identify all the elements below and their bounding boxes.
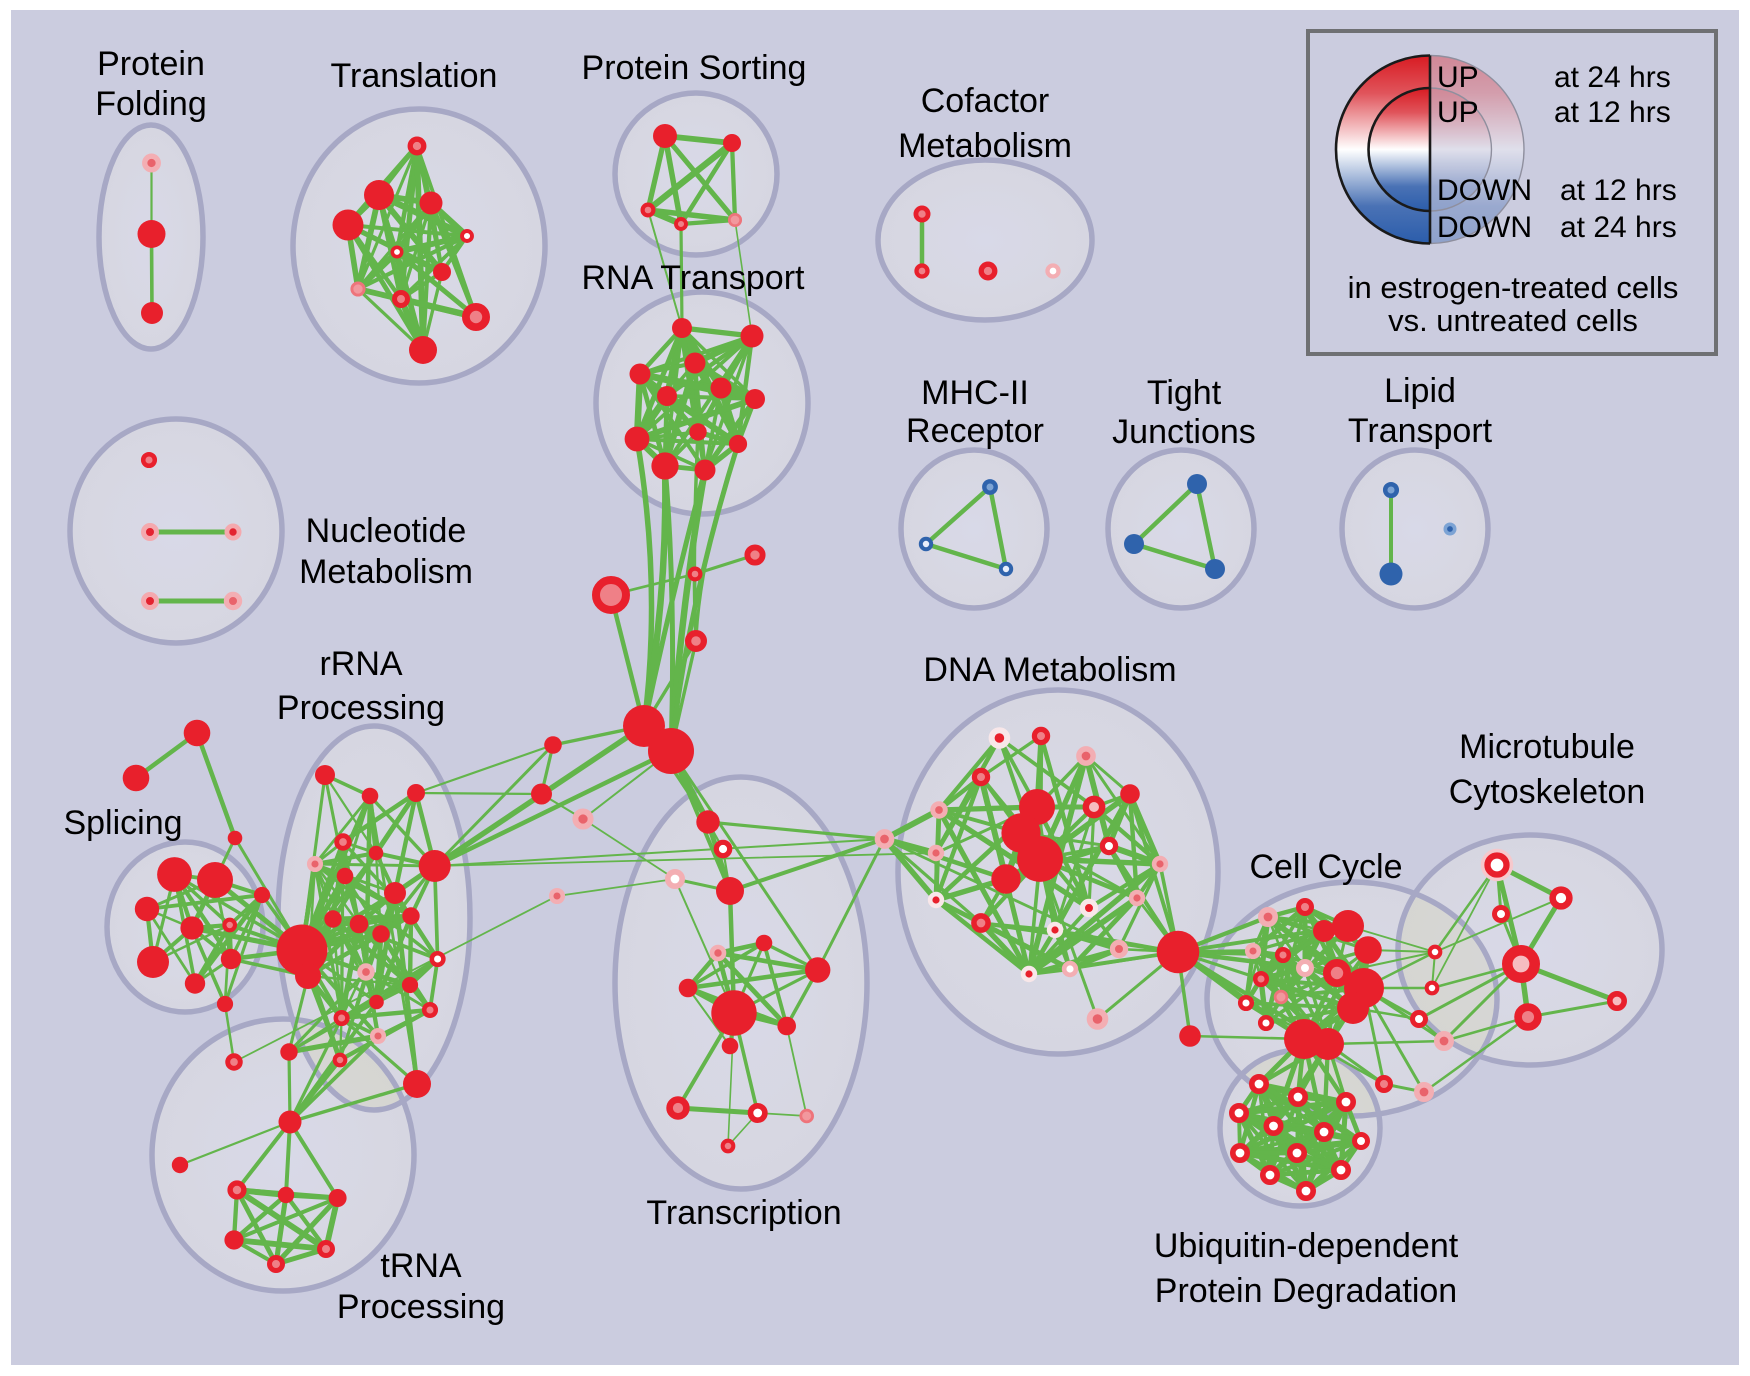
- svg-text:Tight: Tight: [1147, 374, 1222, 412]
- svg-text:Nucleotide: Nucleotide: [306, 512, 467, 550]
- svg-text:Splicing: Splicing: [63, 804, 182, 842]
- svg-text:Cell Cycle: Cell Cycle: [1249, 848, 1402, 886]
- svg-text:Receptor: Receptor: [906, 412, 1044, 450]
- svg-text:Cofactor: Cofactor: [921, 82, 1050, 120]
- svg-text:Junctions: Junctions: [1112, 413, 1256, 451]
- svg-text:tRNA: tRNA: [380, 1247, 462, 1285]
- svg-text:Protein: Protein: [97, 45, 205, 83]
- svg-text:Protein Sorting: Protein Sorting: [582, 49, 807, 87]
- svg-text:Metabolism: Metabolism: [898, 127, 1072, 165]
- svg-text:DOWN: DOWN: [1437, 174, 1532, 207]
- svg-text:Ubiquitin-dependent: Ubiquitin-dependent: [1154, 1227, 1459, 1265]
- svg-text:at 12 hrs: at 12 hrs: [1560, 174, 1677, 207]
- svg-text:Lipid: Lipid: [1384, 372, 1456, 410]
- svg-text:MHC-II: MHC-II: [921, 374, 1029, 412]
- svg-text:rRNA: rRNA: [319, 645, 402, 683]
- svg-text:DNA Metabolism: DNA Metabolism: [923, 651, 1176, 689]
- svg-text:DOWN: DOWN: [1437, 211, 1532, 244]
- svg-text:at 12 hrs: at 12 hrs: [1554, 96, 1671, 129]
- svg-text:UP: UP: [1437, 61, 1479, 94]
- svg-text:Microtubule: Microtubule: [1459, 728, 1635, 766]
- svg-text:RNA Transport: RNA Transport: [582, 259, 806, 297]
- svg-text:Translation: Translation: [331, 57, 498, 95]
- svg-text:vs. untreated cells: vs. untreated cells: [1388, 303, 1638, 338]
- svg-text:Processing: Processing: [277, 689, 445, 727]
- svg-text:in estrogen-treated cells: in estrogen-treated cells: [1348, 270, 1679, 305]
- svg-text:Folding: Folding: [95, 85, 207, 123]
- svg-text:Processing: Processing: [337, 1288, 505, 1326]
- svg-text:at 24 hrs: at 24 hrs: [1560, 211, 1677, 244]
- svg-text:Cytoskeleton: Cytoskeleton: [1449, 773, 1646, 811]
- svg-text:Protein Degradation: Protein Degradation: [1155, 1272, 1457, 1310]
- svg-text:Transport: Transport: [1348, 412, 1493, 450]
- svg-text:at 24 hrs: at 24 hrs: [1554, 61, 1671, 94]
- svg-text:Transcription: Transcription: [646, 1194, 841, 1232]
- svg-text:Metabolism: Metabolism: [299, 553, 473, 591]
- svg-text:UP: UP: [1437, 96, 1479, 129]
